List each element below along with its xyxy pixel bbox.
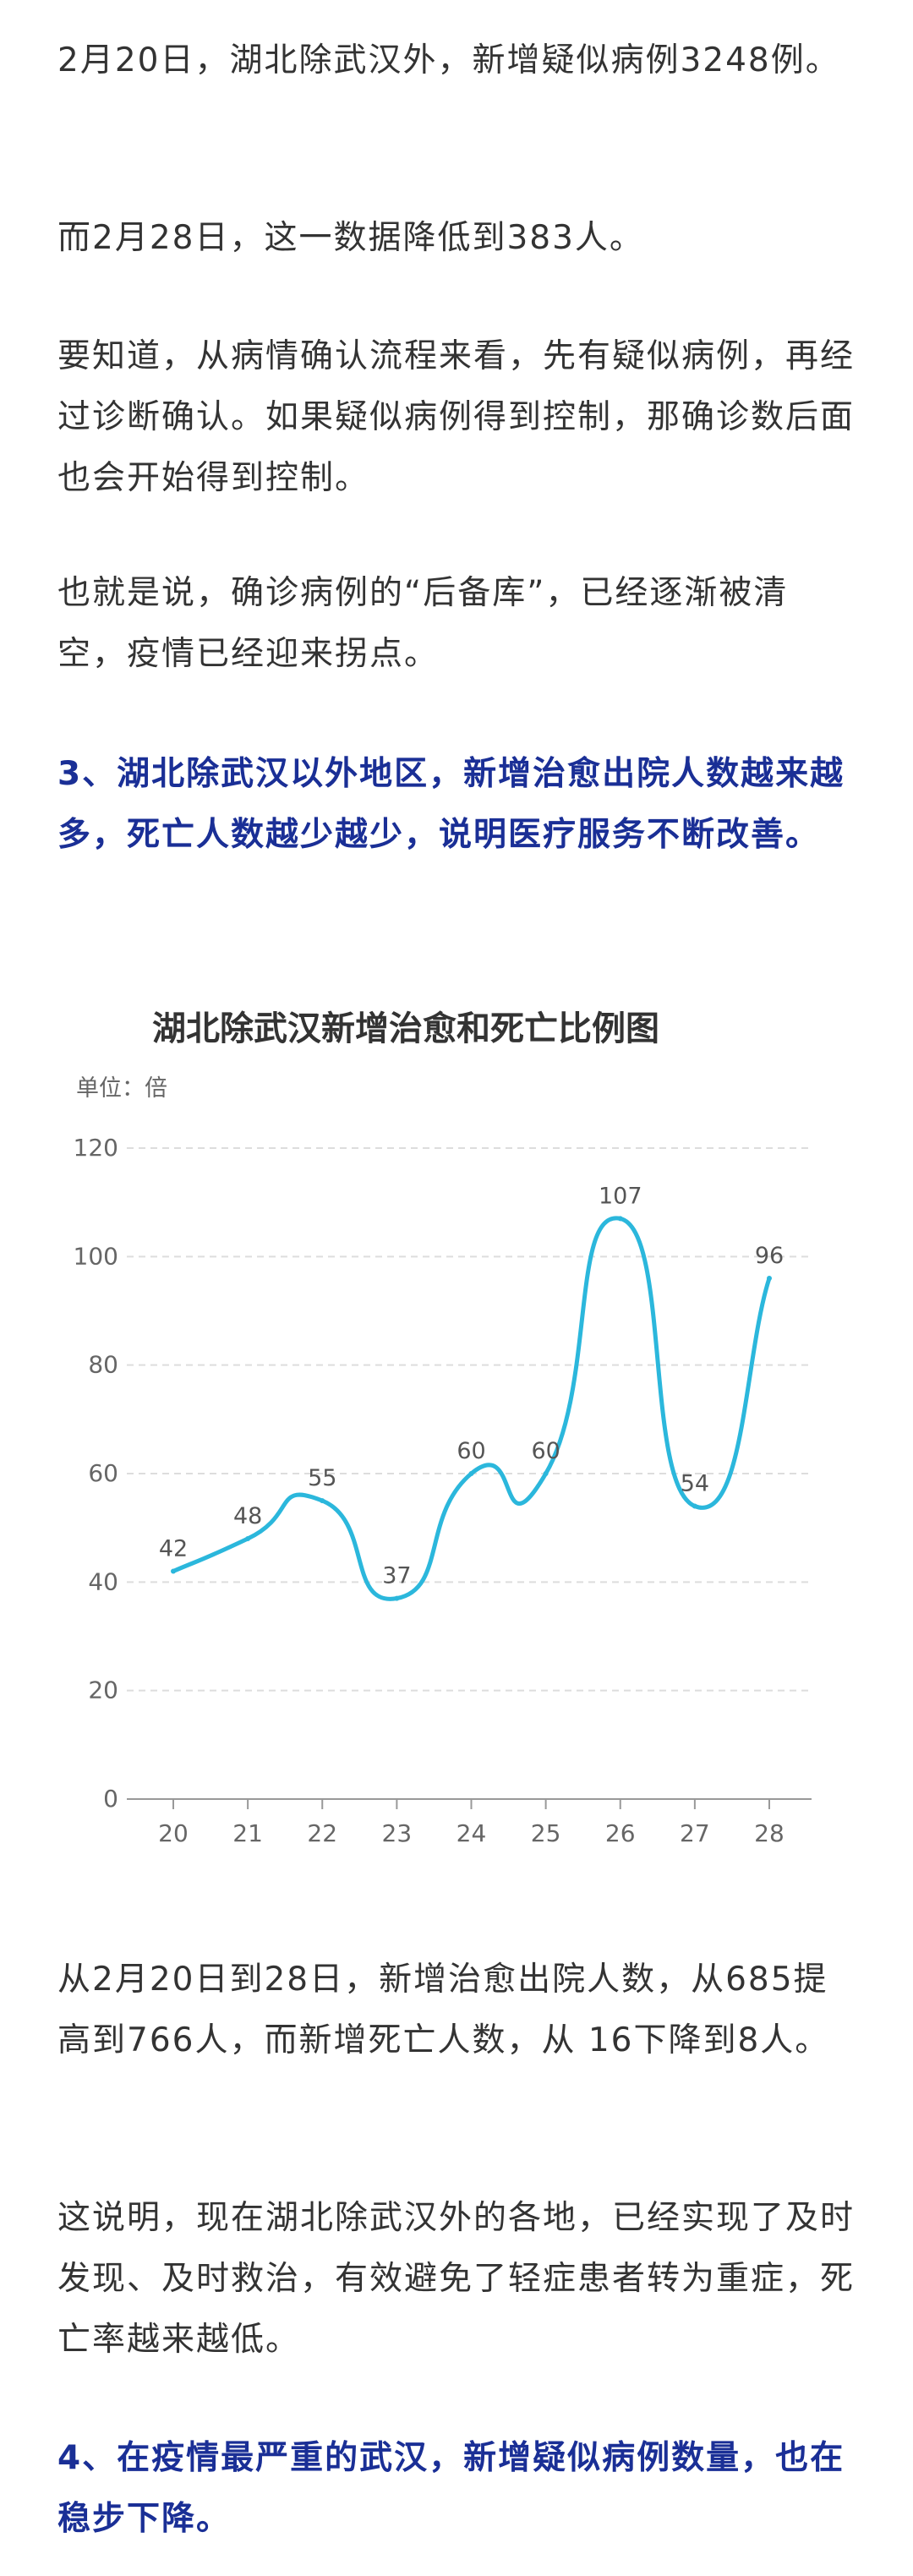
data-point <box>394 1595 400 1601</box>
x-tick-label: 20 <box>158 1819 189 1847</box>
y-tick-label: 60 <box>88 1459 118 1487</box>
data-point <box>468 1471 474 1476</box>
paragraph-3: 要知道，从病情确认流程来看，先有疑似病例，再经过诊断确认。如果疑似病例得到控制，… <box>57 337 856 497</box>
data-label: 96 <box>755 1243 784 1269</box>
data-point <box>171 1568 176 1574</box>
paragraph-2: 而2月28日，这一数据降低到383人。 <box>57 219 644 257</box>
paragraph-6: 这说明，现在湖北除武汉外的各地，已经实现了及时发现、及时救治，有效避免了轻症患者… <box>57 2199 856 2359</box>
x-tick-label: 23 <box>382 1819 413 1847</box>
y-tick-label: 120 <box>74 1134 118 1162</box>
data-label: 60 <box>456 1438 485 1464</box>
data-point <box>543 1471 549 1476</box>
x-tick-label: 24 <box>456 1819 487 1847</box>
data-label: 54 <box>681 1471 709 1497</box>
x-tick-label: 28 <box>754 1819 785 1847</box>
y-tick-label: 20 <box>88 1676 118 1704</box>
paragraph-4: 也就是说，确诊病例的“后备库”，已经逐渐被清空，疫情已经迎来拐点。 <box>57 574 789 673</box>
chart-unit-label: 单位：倍 <box>76 1075 167 1102</box>
data-point <box>692 1503 697 1509</box>
paragraph-1: 2月20日，湖北除武汉外，新增疑似病例3248例。 <box>57 41 840 79</box>
data-point <box>617 1216 623 1222</box>
x-tick-label: 21 <box>232 1819 263 1847</box>
x-tick-label: 26 <box>605 1819 636 1847</box>
line-chart: 湖北除武汉新增治愈和死亡比例图 单位：倍 42 48 55 37 60 60 107 54 96… <box>74 1009 812 1847</box>
x-tick-label: 25 <box>531 1819 561 1847</box>
x-tick-label: 27 <box>680 1819 710 1847</box>
data-label: 48 <box>233 1503 262 1529</box>
y-tick-label: 40 <box>88 1567 118 1595</box>
data-label: 55 <box>308 1465 336 1491</box>
y-tick-label: 0 <box>103 1785 118 1813</box>
y-tick-label: 80 <box>88 1351 118 1379</box>
data-point <box>245 1536 251 1541</box>
y-tick-label: 100 <box>74 1242 118 1270</box>
x-tick-label: 22 <box>307 1819 337 1847</box>
data-label: 42 <box>159 1536 188 1562</box>
data-point <box>767 1276 772 1281</box>
data-label: 60 <box>531 1438 560 1464</box>
chart-title: 湖北除武汉新增治愈和死亡比例图 <box>152 1009 659 1048</box>
section-heading-3: 3、湖北除武汉以外地区，新增治愈出院人数越来越多，死亡人数越少越少，说明医疗服务… <box>57 755 845 854</box>
data-label: 37 <box>382 1563 411 1589</box>
data-label: 107 <box>599 1183 642 1209</box>
section-heading-4: 4、在疫情最严重的武汉，新增疑似病例数量，也在稳步下降。 <box>57 2439 845 2538</box>
series-line <box>171 1216 772 1601</box>
data-point <box>320 1498 325 1504</box>
paragraph-5: 从2月20日到28日，新增治愈出院人数，从685提高到766人，而新增死亡人数，… <box>57 1961 830 2059</box>
